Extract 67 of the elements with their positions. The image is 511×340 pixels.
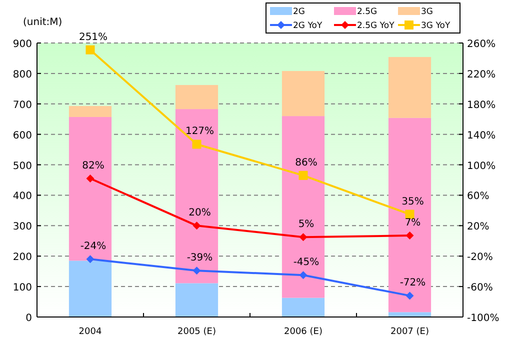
legend-label: 3G bbox=[421, 7, 433, 17]
y2-tick-label: 60% bbox=[467, 191, 490, 202]
y2-tick-label: 180% bbox=[467, 100, 496, 111]
point bbox=[406, 292, 414, 300]
bar bbox=[282, 116, 325, 298]
y2-tick-label: -20% bbox=[467, 252, 493, 264]
y-tick-label: 700 bbox=[12, 100, 32, 111]
bar bbox=[282, 298, 325, 317]
x-tick-label: 2005 (E) bbox=[178, 327, 216, 337]
data-label: 86% bbox=[295, 157, 318, 168]
legend-label: 3G YoY bbox=[421, 21, 451, 31]
point bbox=[406, 232, 414, 240]
y-tick-label: 0 bbox=[26, 313, 32, 324]
data-label: -72% bbox=[400, 278, 426, 289]
x-tick-label: 2006 (E) bbox=[284, 327, 322, 337]
y2-tick-label: 140% bbox=[467, 130, 496, 142]
data-label: 251% bbox=[78, 32, 108, 43]
y-tick-label: 600 bbox=[12, 130, 32, 142]
point bbox=[192, 266, 201, 275]
point bbox=[405, 210, 414, 219]
legend-label: 2.5G bbox=[357, 7, 378, 17]
y2-tick-label: -100% bbox=[467, 313, 500, 324]
x-tick-label: 2007 (E) bbox=[390, 327, 429, 337]
y2-tick-label: 100% bbox=[467, 160, 496, 172]
point bbox=[192, 140, 202, 149]
y-tick-label: 500 bbox=[12, 160, 32, 172]
bar bbox=[388, 312, 432, 317]
point bbox=[299, 233, 308, 242]
legend-label: 2.5G YoY bbox=[357, 21, 396, 31]
y-axis-title: (unit:M) bbox=[23, 17, 62, 28]
y2-tick-label: -60% bbox=[467, 282, 493, 294]
bar bbox=[68, 106, 112, 117]
y2-tick-label: 260% bbox=[467, 39, 496, 50]
y-tick-label: 800 bbox=[12, 69, 32, 80]
data-label: -39% bbox=[186, 252, 213, 264]
data-label: 127% bbox=[185, 126, 214, 138]
bar bbox=[282, 71, 325, 116]
y-tick-label: 400 bbox=[12, 191, 32, 202]
x-tick-label: 2004 bbox=[78, 327, 102, 337]
legend-label: 2G bbox=[293, 7, 305, 17]
point bbox=[298, 170, 308, 180]
legend-label: 2G YoY bbox=[293, 21, 323, 31]
point bbox=[86, 255, 94, 264]
bar bbox=[388, 118, 432, 312]
point bbox=[192, 222, 201, 230]
data-label: -45% bbox=[293, 257, 320, 268]
data-label: 7% bbox=[404, 218, 421, 229]
data-label: -24% bbox=[80, 241, 106, 252]
y-tick-label: 100 bbox=[12, 282, 32, 294]
y-tick-label: 900 bbox=[12, 39, 32, 50]
bar bbox=[175, 283, 218, 317]
bar bbox=[175, 85, 218, 110]
y2-tick-label: 220% bbox=[467, 69, 496, 80]
data-label: 20% bbox=[188, 208, 211, 219]
data-label: 35% bbox=[402, 196, 424, 208]
point bbox=[86, 45, 95, 54]
point bbox=[86, 174, 94, 182]
bar bbox=[68, 260, 112, 317]
y-tick-label: 200 bbox=[12, 252, 32, 264]
bar bbox=[68, 116, 112, 261]
data-label: 82% bbox=[82, 160, 104, 172]
bar bbox=[175, 109, 218, 284]
data-label: 5% bbox=[298, 219, 314, 230]
y2-tick-label: 20% bbox=[467, 222, 490, 233]
y-tick-label: 300 bbox=[12, 222, 32, 233]
bar bbox=[388, 57, 432, 118]
point bbox=[299, 271, 308, 280]
